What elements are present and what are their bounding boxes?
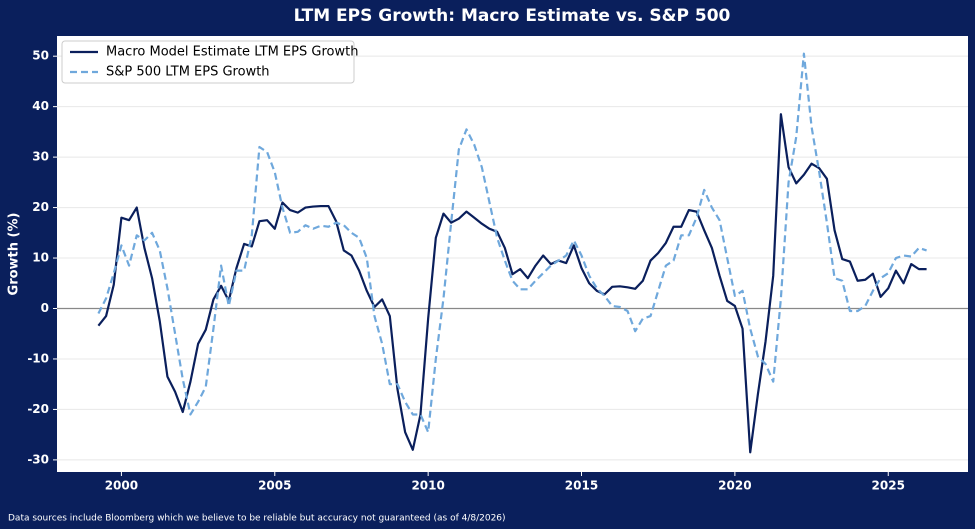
legend-label: S&P 500 LTM EPS Growth: [106, 65, 270, 80]
x-tick-label: 2020: [718, 479, 751, 493]
y-tick-label: 20: [32, 200, 49, 214]
x-tick-label: 2015: [565, 479, 598, 493]
series-line: [97, 113, 927, 454]
series-line: [97, 52, 927, 434]
chart-title: LTM EPS Growth: Macro Estimate vs. S&P 5…: [294, 6, 731, 26]
legend-box: [61, 40, 355, 84]
footnote: Data sources include Bloomberg which we …: [8, 514, 506, 524]
y-tick-label: 30: [32, 150, 49, 164]
y-tick-label: 0: [41, 301, 49, 315]
legend-label: Macro Model Estimate LTM EPS Growth: [106, 45, 358, 60]
plot-area: [57, 36, 968, 472]
y-tick-label: -20: [27, 402, 49, 416]
y-tick-label: 50: [32, 49, 49, 63]
x-tick-label: 2005: [258, 479, 291, 493]
y-axis-label: Growth (%): [7, 213, 22, 296]
y-tick-label: -10: [27, 351, 49, 365]
x-tick-label: 2025: [872, 479, 905, 493]
y-tick-label: 10: [32, 251, 49, 265]
x-tick-label: 2000: [105, 479, 138, 493]
y-tick-label: -30: [27, 452, 49, 466]
y-tick-label: 40: [32, 99, 49, 113]
x-tick-label: 2010: [411, 479, 444, 493]
